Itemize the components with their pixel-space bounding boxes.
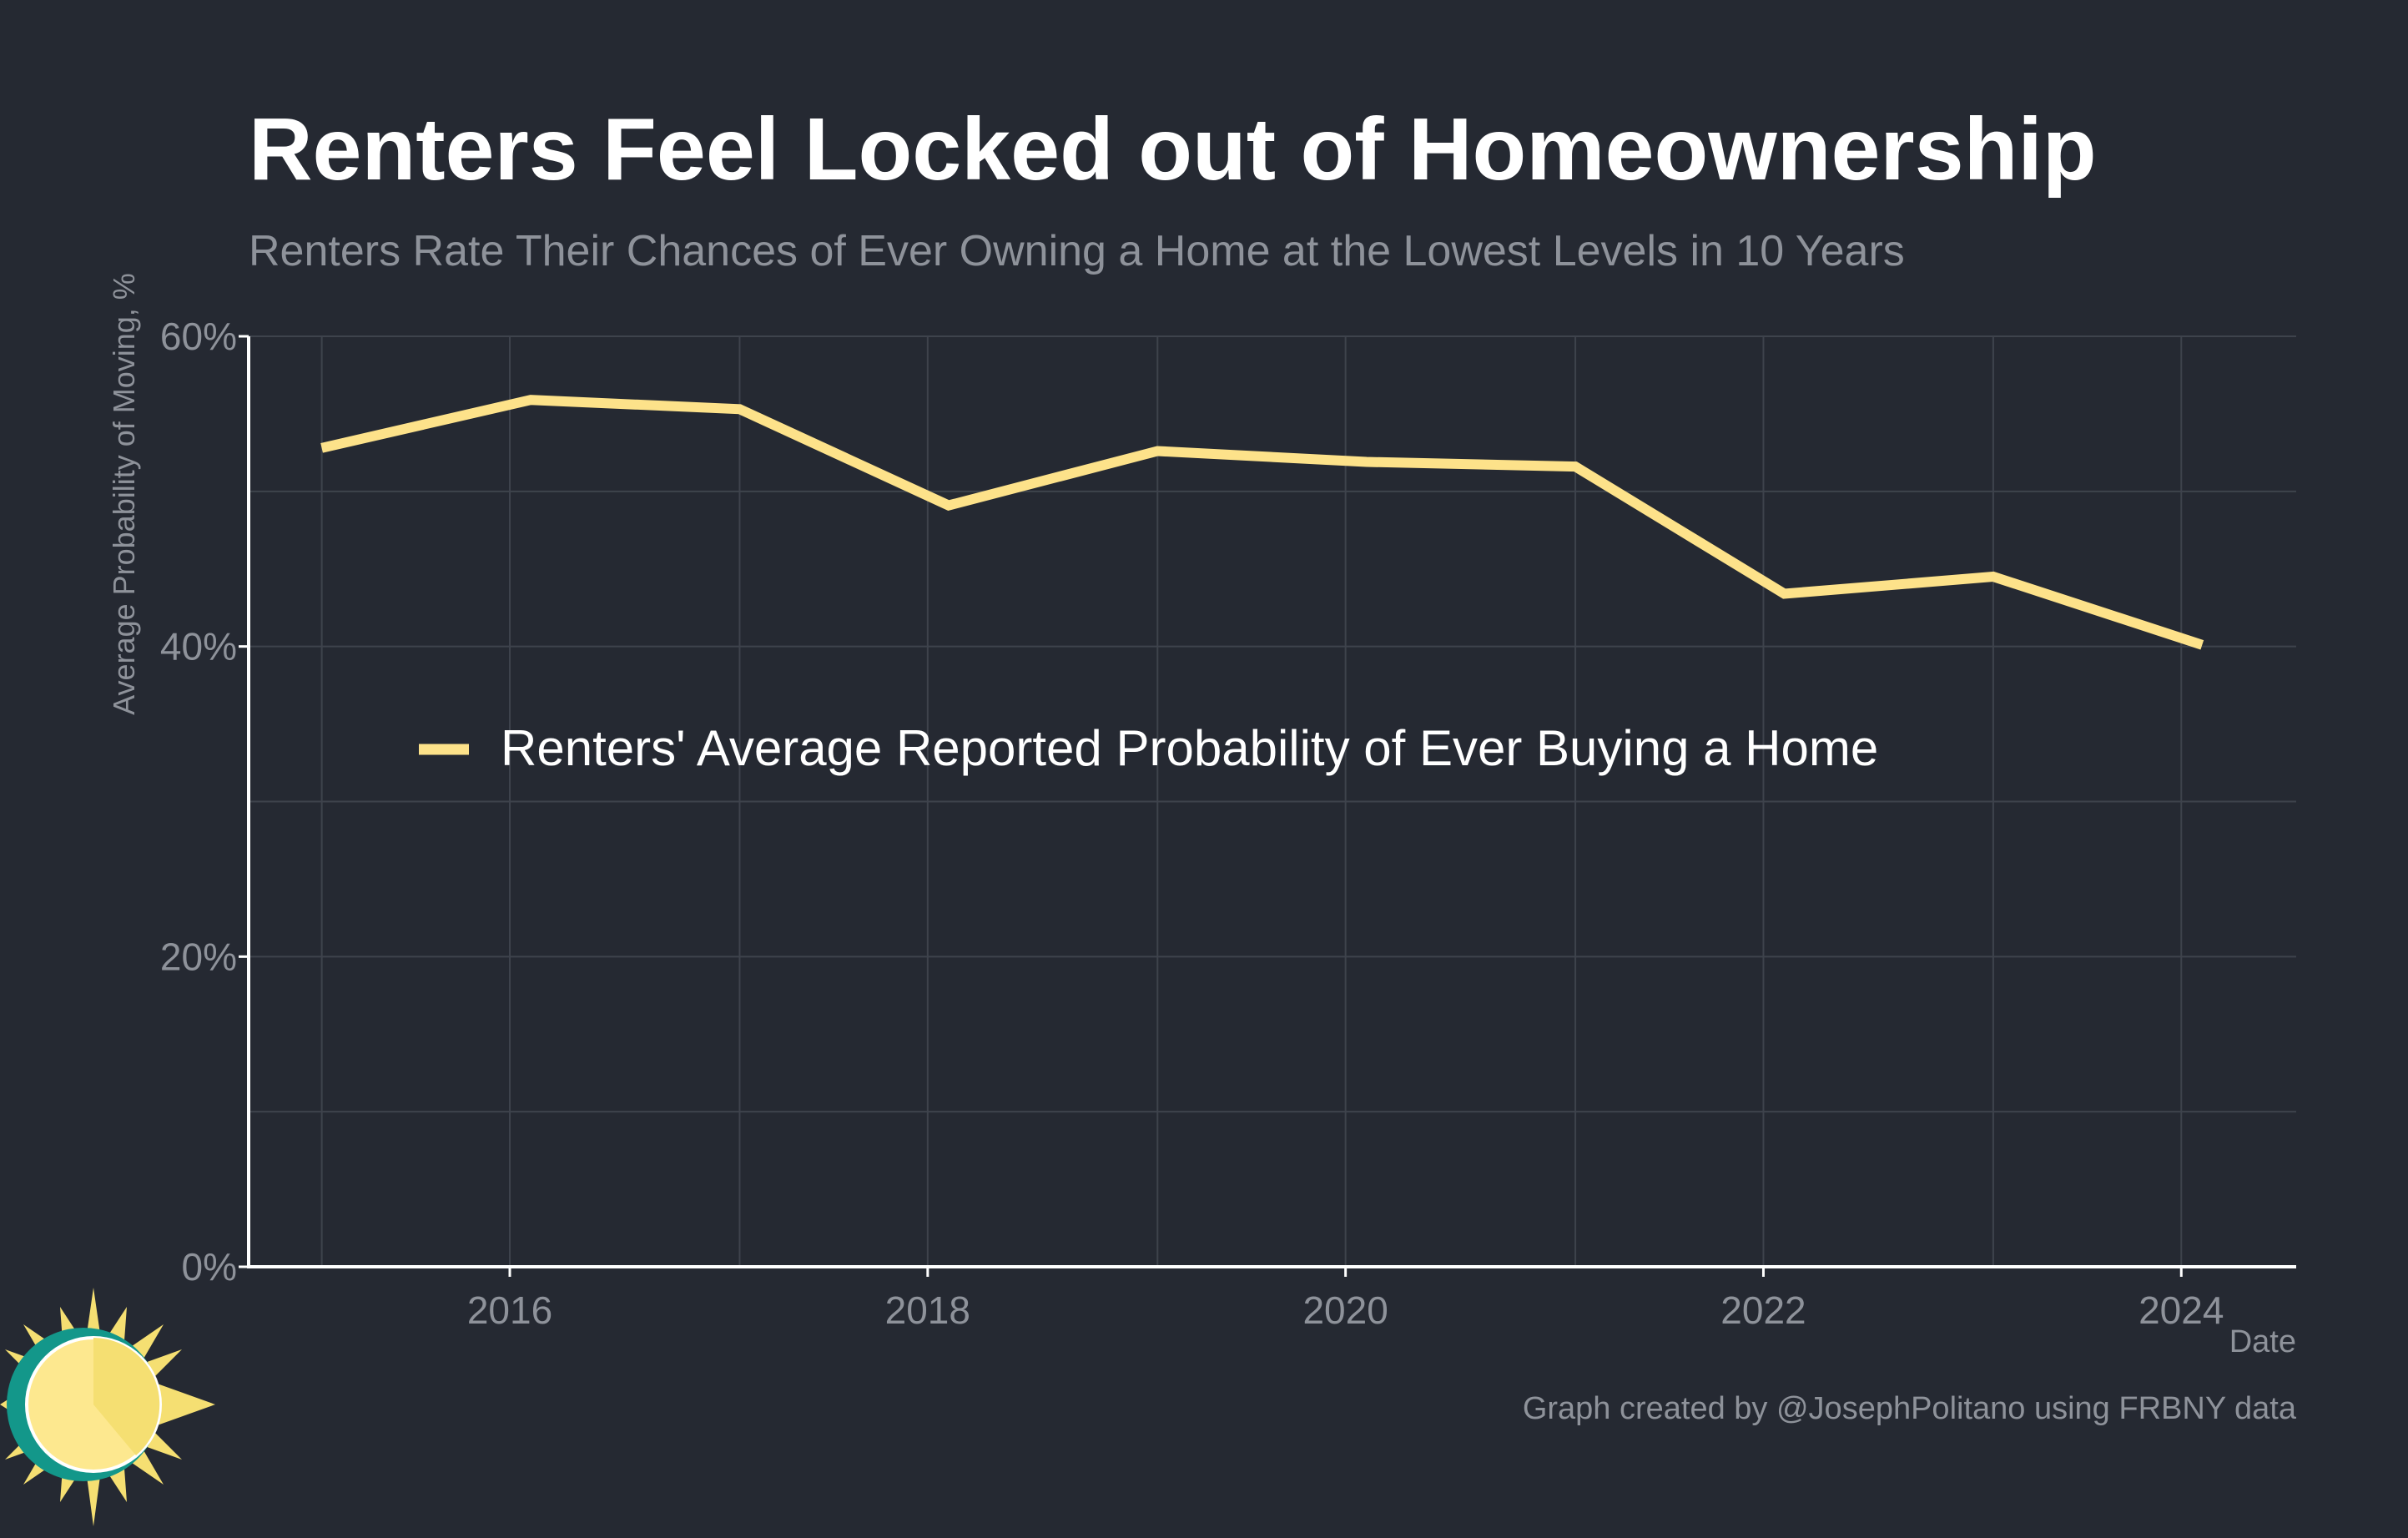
y-tick-label: 40% xyxy=(160,625,237,668)
chart-title: Renters Feel Locked out of Homeownership xyxy=(249,100,2097,199)
x-tick-label: 2018 xyxy=(885,1288,970,1332)
y-tick-label: 60% xyxy=(160,315,237,358)
sun-shade xyxy=(93,1338,160,1455)
sun-logo-icon xyxy=(0,1288,215,1526)
y-axis-label: Average Probability of Moving, % xyxy=(107,273,141,715)
grid xyxy=(249,335,2296,1267)
credit-text: Graph created by @JosephPolitano using F… xyxy=(1523,1391,2297,1426)
legend-label: Renters' Average Reported Probability of… xyxy=(501,720,1878,776)
axes xyxy=(239,335,2296,1277)
series-layer xyxy=(320,395,2204,650)
series-line xyxy=(320,395,2204,650)
x-tick-label: 2016 xyxy=(467,1288,552,1332)
x-tick-label: 2020 xyxy=(1302,1288,1388,1332)
y-tick-label: 20% xyxy=(160,935,237,978)
legend: Renters' Average Reported Probability of… xyxy=(419,720,1878,776)
tick-labels: 0% 20% 40% 60% 2016 2018 2020 2022 2024 xyxy=(160,315,2224,1332)
x-tick-label: 2022 xyxy=(1720,1288,1806,1332)
x-axis-label: Date xyxy=(2229,1324,2296,1359)
chart-subtitle: Renters Rate Their Chances of Ever Ownin… xyxy=(249,227,1905,275)
x-tick-label: 2024 xyxy=(2138,1288,2224,1332)
y-tick-label: 0% xyxy=(182,1245,237,1288)
